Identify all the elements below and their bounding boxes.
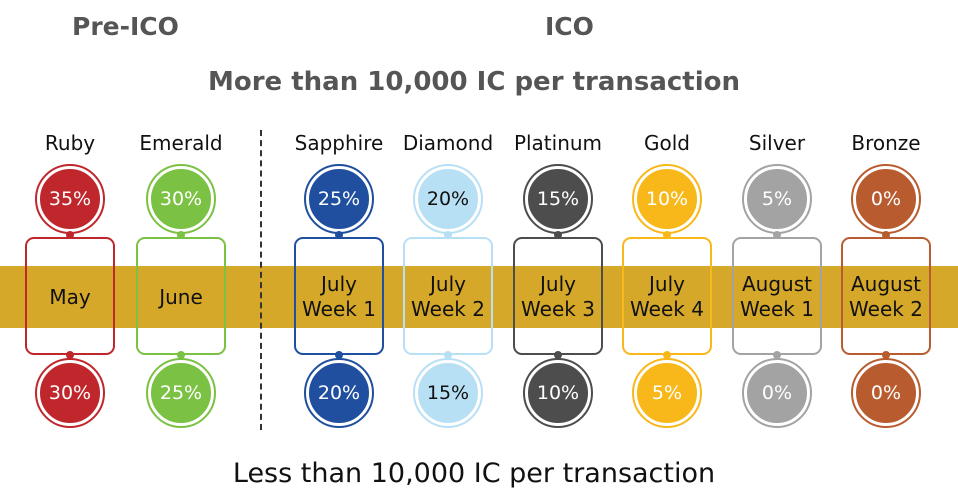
timeline-band [0,266,958,328]
pre-ico-heading: Pre-ICO [72,12,179,41]
frame-connector-bottom [663,351,671,359]
tier-name: Silver [748,131,806,155]
tier-date: August Week 1 [722,266,832,328]
tier-name: Gold [644,131,690,155]
tier-date-line1: June [159,284,203,309]
tier-emerald: Emerald 30% June 25% [126,0,236,440]
bottom-bonus-ring [35,358,105,428]
tier-date: May [15,266,125,328]
tier-date-line1: August [742,272,812,296]
bottom-caption: Less than 10,000 IC per transaction [232,458,716,489]
tier-gold: Gold 10% July Week 4 5% [612,0,722,440]
bottom-bonus-badge: 20% [307,361,371,425]
tier-date-line1: July [430,272,466,296]
top-bonus-badge: 10% [635,167,699,231]
tier-date-line1: August [851,272,921,296]
frame-connector-top [66,231,74,239]
frame-connector-top [882,231,890,239]
bottom-bonus-badge: 0% [854,361,918,425]
tier-date: June [126,266,236,328]
tier-date: July Week 3 [503,266,613,328]
bottom-bonus-badge: 25% [149,361,213,425]
tier-date: July Week 4 [612,266,722,328]
tier-name: Diamond [402,131,494,155]
tier-date: August Week 2 [831,266,941,328]
tier-date-line2: Week 1 [302,297,376,321]
tier-date-line2: Week 2 [411,297,485,321]
frame-connector-bottom [335,351,343,359]
tier-name: Sapphire [294,131,384,155]
tier-name: Ruby [44,131,96,155]
tier-ruby: Ruby 35% May 30% [15,0,125,440]
top-bonus-badge: 0% [854,167,918,231]
tier-name: Platinum [513,131,603,155]
tier-date-line1: July [321,272,357,296]
bottom-bonus-ring [742,358,812,428]
frame-connector-bottom [882,351,890,359]
top-bonus-badge: 15% [526,167,590,231]
tier-date-line2: Week 4 [630,297,704,321]
frame-connector-bottom [554,351,562,359]
tier-silver: Silver 5% August Week 1 0% [722,0,832,440]
top-bonus-badge: 25% [307,167,371,231]
bottom-bonus-ring [523,358,593,428]
tier-date-line1: July [649,272,685,296]
tier-date-line1: July [540,272,576,296]
bottom-bonus-badge: 15% [416,361,480,425]
tier-platinum: Platinum 15% July Week 3 10% [503,0,613,440]
bottom-bonus-badge: 0% [745,361,809,425]
frame-connector-bottom [444,351,452,359]
frame-connector-bottom [66,351,74,359]
tier-sapphire: Sapphire 25% July Week 1 20% [284,0,394,440]
frame-connector-top [335,231,343,239]
tier-date-line2: Week 3 [521,297,595,321]
frame-connector-top [663,231,671,239]
bottom-bonus-ring [146,358,216,428]
bottom-bonus-badge: 30% [38,361,102,425]
tier-date-line2: Week 1 [740,297,814,321]
tier-date: July Week 1 [284,266,394,328]
top-bonus-badge: 20% [416,167,480,231]
pre-ico-divider [260,130,262,430]
frame-connector-bottom [773,351,781,359]
top-bonus-badge: 5% [745,167,809,231]
frame-connector-bottom [177,351,185,359]
ico-heading: ICO [545,12,594,41]
frame-connector-top [773,231,781,239]
bottom-bonus-ring [632,358,702,428]
bottom-bonus-badge: 10% [526,361,590,425]
bottom-bonus-badge: 5% [635,361,699,425]
tier-name: Emerald [139,131,223,155]
tier-date: July Week 2 [393,266,503,328]
tier-name: Bronze [851,131,921,155]
tier-date-line1: May [49,284,91,309]
top-caption: More than 10,000 IC per transaction [207,67,741,97]
bottom-bonus-ring [304,358,374,428]
tier-diamond: Diamond 20% July Week 2 15% [393,0,503,440]
bottom-bonus-ring [413,358,483,428]
frame-connector-top [177,231,185,239]
bottom-bonus-ring [851,358,921,428]
top-bonus-badge: 30% [149,167,213,231]
tier-date-line2: Week 2 [849,297,923,321]
frame-connector-top [444,231,452,239]
top-bonus-badge: 35% [38,167,102,231]
tier-bronze: Bronze 0% August Week 2 0% [831,0,941,440]
frame-connector-top [554,231,562,239]
